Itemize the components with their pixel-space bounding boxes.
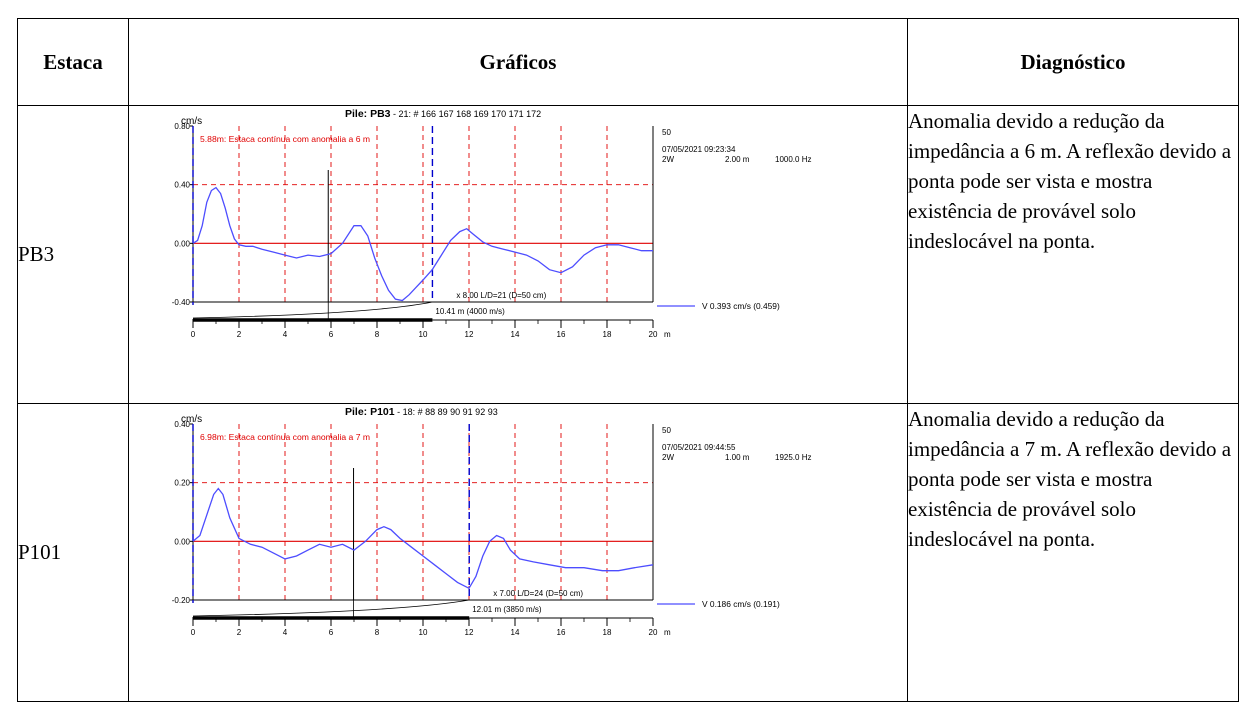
chart-cell: Pile: PB3 - 21: # 166 167 168 169 170 17…: [128, 105, 908, 404]
y-tick-label: 0.20: [174, 479, 190, 488]
results-table: Estaca Gráficos Diagnóstico PB3 Pile: PB…: [17, 18, 1239, 702]
amplification-curve: [192, 599, 470, 617]
y-tick-label: 0.00: [174, 537, 190, 546]
pile-velocity-chart: Pile: PB3 - 21: # 166 167 168 169 170 17…: [172, 108, 812, 339]
x-tick-label: 8: [375, 628, 380, 637]
x-tick-label: 8: [375, 330, 380, 339]
info-mode: 2W: [662, 453, 674, 462]
x-tick-label: 10: [419, 628, 428, 637]
header-diagnostico: Diagnóstico: [907, 18, 1239, 106]
x-tick-label: 12: [465, 628, 474, 637]
x-tick-label: 2: [237, 628, 242, 637]
x-tick-label: 18: [603, 628, 612, 637]
anomaly-annotation: 5.88m: Estaca contínua com anomalia a 6 …: [200, 134, 370, 144]
y-tick-label: 0.80: [174, 122, 190, 131]
x-tick-label: 12: [465, 330, 474, 339]
legend-label: V 0.186 cm/s (0.191): [702, 599, 780, 609]
diagnostico-cell: Anomalia devido a redução da impedância …: [907, 105, 1239, 404]
velocity-trace: [192, 487, 654, 590]
estaca-cell: P101: [17, 403, 129, 702]
x-tick-label: 6: [329, 330, 334, 339]
estaca-cell: PB3: [17, 105, 129, 404]
chart-title: Pile: P101 - 18: # 88 89 90 91 92 93: [345, 406, 498, 418]
header-row: Estaca Gráficos Diagnóstico: [17, 18, 1239, 106]
x-tick-label: 18: [603, 330, 612, 339]
pile-length-label: 12.01 m (3850 m/s): [472, 605, 542, 614]
amplification-label: x 7.00 L/D=24 (D=50 cm): [493, 589, 583, 598]
x-tick-label: 4: [283, 628, 288, 637]
legend-label: V 0.393 cm/s (0.459): [702, 301, 780, 311]
table-row: P101 Pile: P101 - 18: # 88 89 90 91 92 9…: [17, 403, 1239, 702]
amplification-label: x 8.00 L/D=21 (D=50 cm): [456, 291, 546, 300]
x-tick-label: 6: [329, 628, 334, 637]
info-frequency: 1925.0 Hz: [775, 453, 811, 462]
x-tick-label: 10: [419, 330, 428, 339]
x-tick-label: 20: [649, 330, 658, 339]
y-axis-unit: cm/s: [181, 414, 202, 425]
info-count: 50: [662, 426, 671, 435]
x-tick-label: 20: [649, 628, 658, 637]
x-tick-label: 14: [511, 628, 520, 637]
velocity-trace: [192, 186, 653, 302]
x-tick-label: 0: [191, 628, 196, 637]
x-tick-label: 0: [191, 330, 196, 339]
chart-cell: Pile: P101 - 18: # 88 89 90 91 92 93 cm/s…: [128, 403, 908, 702]
y-tick-label: 0.40: [174, 420, 190, 429]
y-tick-label: -0.40: [172, 298, 191, 307]
x-tick-label: 2: [237, 330, 242, 339]
header-graficos: Gráficos: [128, 18, 908, 106]
pile-velocity-chart: Pile: P101 - 18: # 88 89 90 91 92 93 cm/s…: [172, 406, 812, 637]
info-frequency: 1000.0 Hz: [775, 155, 811, 164]
x-axis-unit: m: [664, 330, 671, 339]
pile-length-label: 10.41 m (4000 m/s): [435, 307, 505, 316]
x-tick-label: 4: [283, 330, 288, 339]
info-distance: 1.00 m: [725, 453, 750, 462]
info-distance: 2.00 m: [725, 155, 750, 164]
amplification-curve: [192, 301, 433, 319]
chart-title: Pile: PB3 - 21: # 166 167 168 169 170 17…: [345, 108, 541, 120]
anomaly-annotation: 6.98m: Estaca contínua com anomalia a 7 …: [200, 432, 370, 442]
y-tick-label: -0.20: [172, 596, 191, 605]
diagnostico-cell: Anomalia devido a redução da impedância …: [907, 403, 1239, 702]
x-tick-label: 16: [557, 330, 566, 339]
y-tick-label: 0.40: [174, 181, 190, 190]
x-axis-unit: m: [664, 628, 671, 637]
info-datetime: 07/05/2021 09:23:34: [662, 145, 736, 154]
x-tick-label: 14: [511, 330, 520, 339]
x-tick-label: 16: [557, 628, 566, 637]
info-count: 50: [662, 128, 671, 137]
y-tick-label: 0.00: [174, 239, 190, 248]
info-mode: 2W: [662, 155, 674, 164]
header-estaca: Estaca: [17, 18, 129, 106]
info-datetime: 07/05/2021 09:44:55: [662, 443, 736, 452]
y-axis-unit: cm/s: [181, 116, 202, 127]
table-row: PB3 Pile: PB3 - 21: # 166 167 168 169 17…: [17, 105, 1239, 404]
